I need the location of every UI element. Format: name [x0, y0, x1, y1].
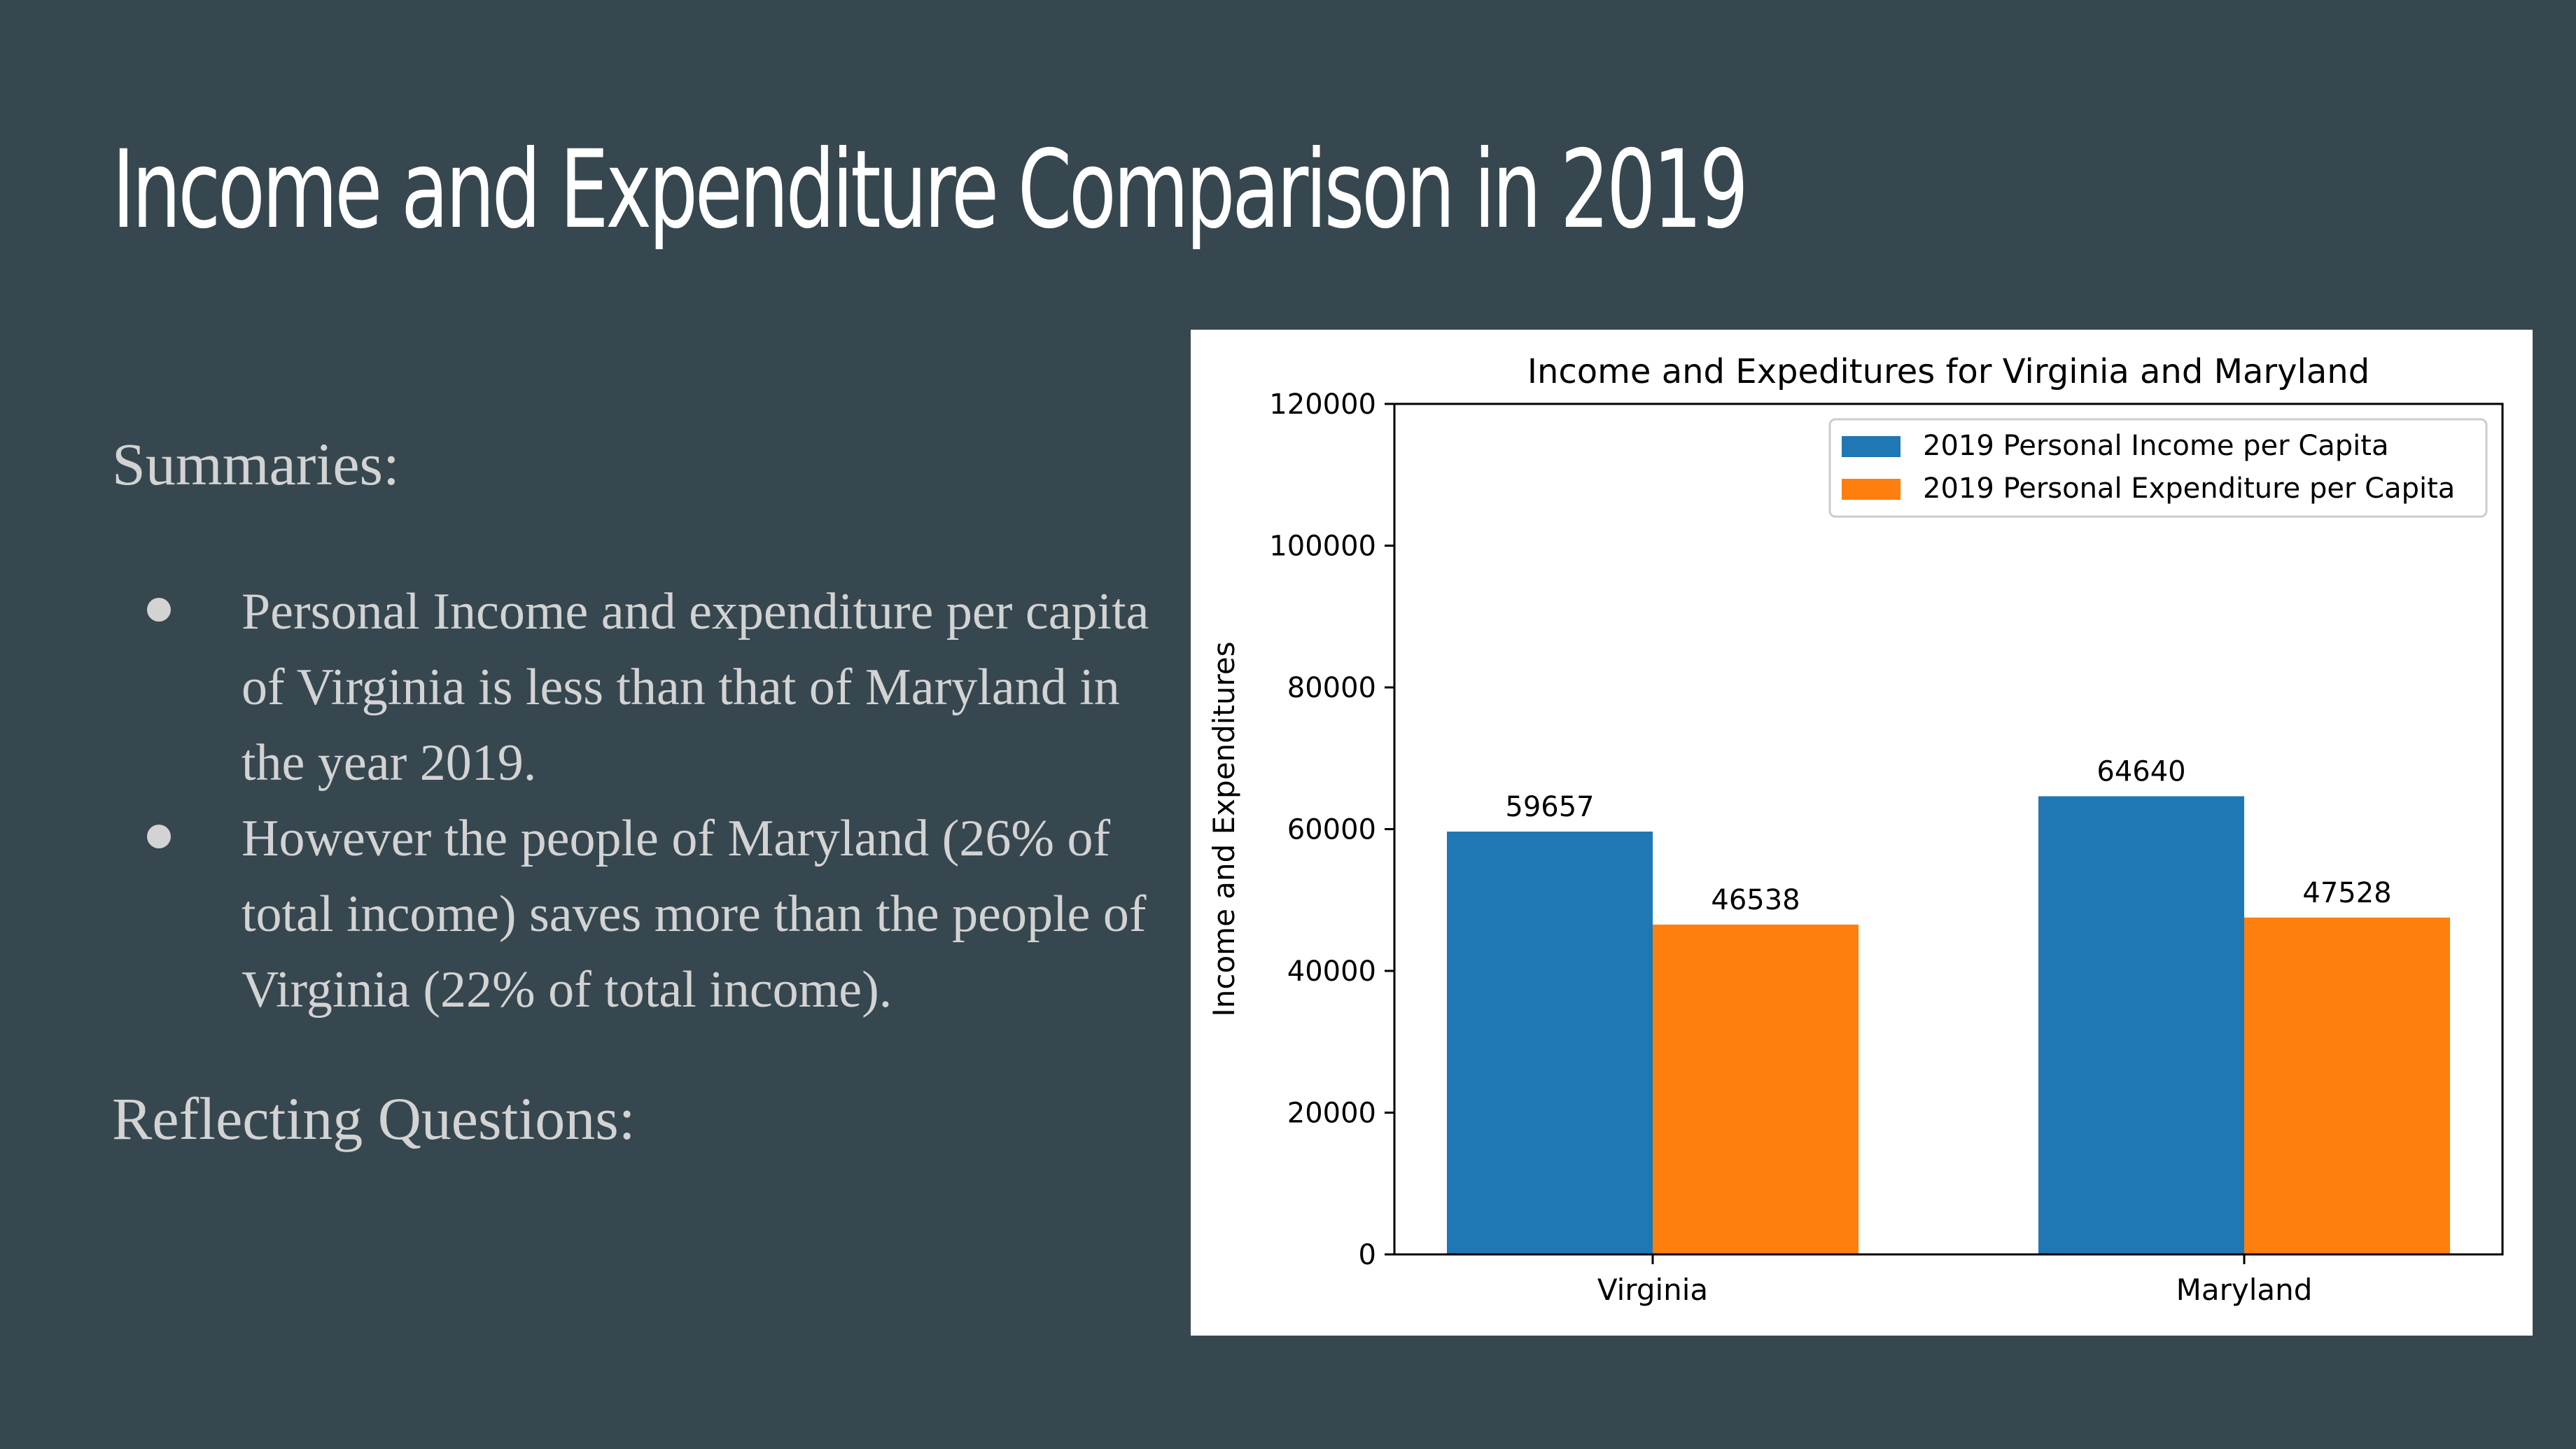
chart-title: Income and Expeditures for Virginia and …: [1527, 352, 2370, 391]
data-label: 47528: [2302, 877, 2391, 909]
summary-bullet: Personal Income and expenditure per capi…: [140, 574, 1190, 801]
chart-panel: Income and Expeditures for Virginia and …: [1191, 330, 2533, 1336]
data-label: 46538: [1711, 884, 1800, 916]
data-label: 64640: [2096, 756, 2185, 788]
bar-1-1: [2244, 917, 2450, 1254]
y-tick-label: 120000: [1269, 388, 1376, 421]
chart-legend: [1828, 418, 2488, 518]
y-tick-label: 40000: [1287, 955, 1376, 988]
slide-title: Income and Expenditure Comparison in 201…: [112, 127, 1749, 253]
y-tick-label: 0: [1359, 1239, 1376, 1271]
y-tick-label: 20000: [1287, 1098, 1376, 1130]
y-tick-label: 60000: [1287, 814, 1376, 846]
summary-bullet: However the people of Maryland (26% of t…: [140, 801, 1190, 1028]
bar-1-0: [1653, 924, 1858, 1254]
bullet-dot-icon: [147, 598, 171, 622]
summary-bullet-list: Personal Income and expenditure per capi…: [140, 574, 1190, 1028]
y-tick-label: 80000: [1287, 672, 1376, 704]
bar-0-1: [2038, 796, 2244, 1254]
y-tick-label: 100000: [1269, 531, 1376, 563]
bullet-dot-icon: [147, 825, 171, 848]
reflecting-questions-heading: Reflecting Questions:: [112, 1085, 636, 1152]
summaries-heading: Summaries:: [112, 430, 400, 498]
bar-chart: Income and Expeditures for Virginia and …: [1207, 352, 2504, 1307]
y-axis-label: Income and Expenditures: [1207, 641, 1241, 1016]
x-tick-label: Maryland: [2176, 1273, 2313, 1307]
data-label: 59657: [1505, 791, 1594, 823]
legend-label: 2019 Personal Expenditure per Capita: [1923, 472, 2455, 505]
legend-swatch: [1842, 479, 1900, 500]
x-tick-label: Virginia: [1597, 1273, 1708, 1307]
legend-label: 2019 Personal Income per Capita: [1923, 430, 2388, 462]
bar-0-0: [1447, 831, 1653, 1254]
legend-swatch: [1842, 436, 1900, 457]
summary-bullet-text: Personal Income and expenditure per capi…: [241, 583, 1149, 792]
summary-bullet-text: However the people of Maryland (26% of t…: [241, 810, 1147, 1018]
